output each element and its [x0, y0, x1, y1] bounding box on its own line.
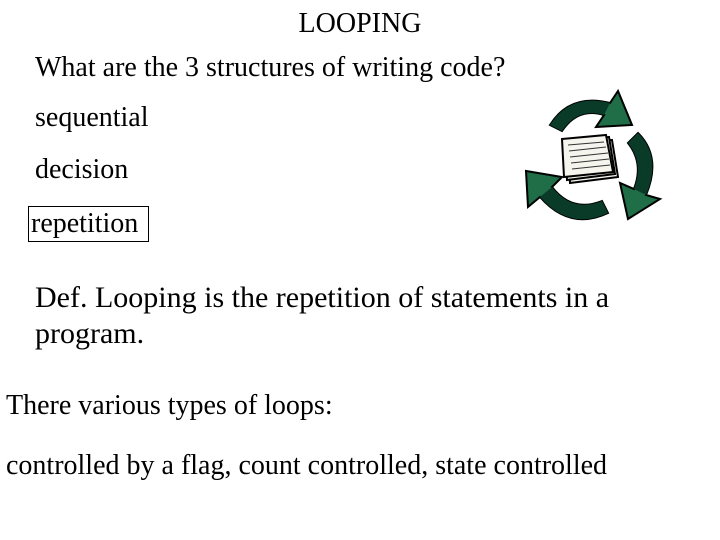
body-text: controlled by a flag, count controlled, … — [6, 450, 607, 482]
list-item-boxed: repetition — [28, 206, 149, 242]
question-text: What are the 3 structures of writing cod… — [35, 52, 505, 84]
recycle-icon — [510, 85, 670, 235]
definition-text: Def. Looping is the repetition of statem… — [35, 280, 675, 352]
slide-title: LOOPING — [0, 8, 720, 40]
list-item: sequential — [35, 102, 149, 134]
arrow-icon — [620, 133, 660, 219]
list-item: decision — [35, 154, 128, 186]
paper-stack-icon — [562, 135, 618, 183]
slide: LOOPING What are the 3 structures of wri… — [0, 0, 720, 540]
subheading-text: There various types of loops: — [6, 390, 333, 422]
arrow-icon — [550, 91, 632, 131]
